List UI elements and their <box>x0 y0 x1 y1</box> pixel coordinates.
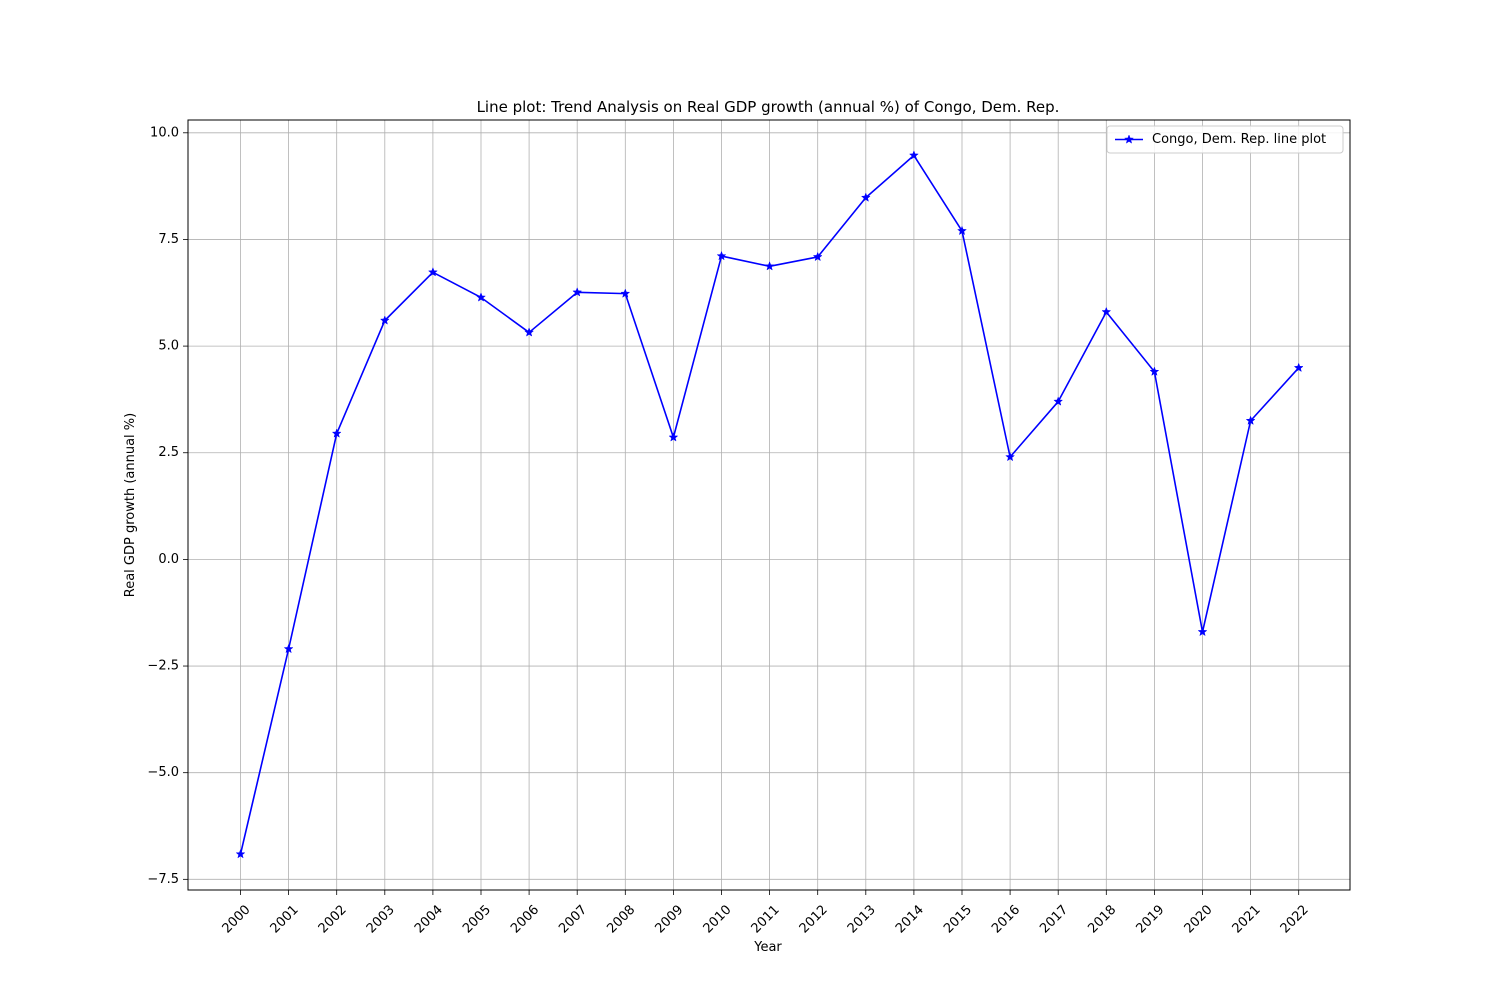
legend: Congo, Dem. Rep. line plot <box>1106 125 1344 154</box>
data-point <box>620 288 631 298</box>
y-tick-label: 2.5 <box>158 445 179 460</box>
y-tick-label: −2.5 <box>147 659 179 674</box>
data-point <box>524 327 535 337</box>
data-point <box>1245 415 1256 425</box>
data-point <box>379 315 390 325</box>
data-point <box>908 150 919 160</box>
data-point <box>427 267 438 277</box>
data-point <box>716 250 727 261</box>
legend-box <box>1106 125 1344 154</box>
data-point <box>1005 451 1016 462</box>
data-point <box>572 287 583 297</box>
plot-frame <box>187 119 1351 891</box>
data-point <box>1053 396 1064 406</box>
data-point <box>476 292 486 302</box>
series-layer <box>235 150 1304 859</box>
y-tick-label: −5.0 <box>147 765 179 780</box>
data-point <box>331 428 342 438</box>
data-point <box>1149 366 1160 376</box>
y-tick-label: 10.0 <box>150 125 179 140</box>
data-point <box>283 643 294 654</box>
data-point <box>957 225 967 236</box>
data-point <box>1101 306 1112 317</box>
chart-title: Line plot: Trend Analysis on Real GDP gr… <box>477 98 1060 116</box>
data-point <box>812 251 823 262</box>
y-tick-label: 7.5 <box>158 232 179 247</box>
y-tick-label: −7.5 <box>147 872 179 887</box>
data-point <box>668 432 679 442</box>
legend-marker-swatch <box>1124 134 1134 144</box>
y-tick-label: 5.0 <box>158 339 179 354</box>
legend-entry: Congo, Dem. Rep. line plot <box>1152 132 1326 147</box>
grid <box>188 120 1350 890</box>
x-axis-label: Year <box>753 940 782 955</box>
y-axis-label: Real GDP growth (annual %) <box>123 413 138 597</box>
data-point <box>764 261 775 271</box>
data-point <box>860 192 871 202</box>
data-point <box>1197 626 1208 637</box>
data-point <box>235 848 246 859</box>
data-point <box>1293 362 1304 373</box>
y-tick-label: 0.0 <box>158 552 179 567</box>
